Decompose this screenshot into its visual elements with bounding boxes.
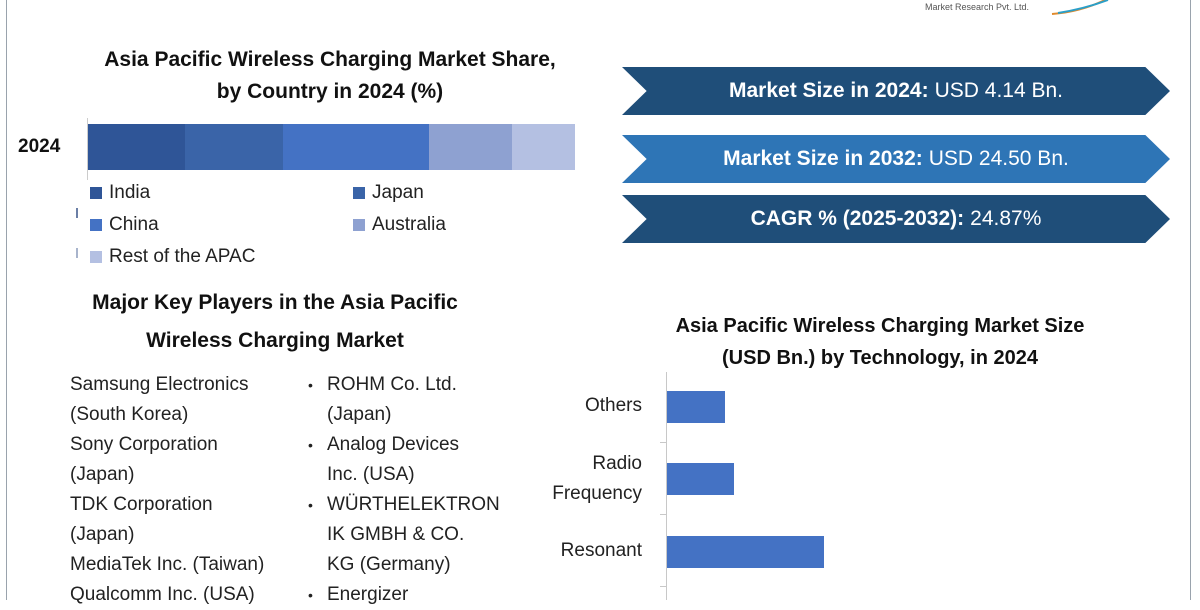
- legend-item-china: China: [90, 214, 159, 236]
- player-name: WÜRTHELEKTRON: [327, 494, 500, 515]
- legend-swatch-icon: [90, 187, 102, 199]
- legend-item-rest-apac: Rest of the APAC: [90, 246, 255, 268]
- banner-value: USD 4.14 Bn.: [934, 79, 1063, 102]
- axis-tick-mark: [660, 514, 666, 515]
- banner-label: CAGR % (2025-2032):: [750, 207, 965, 230]
- segment-rest-apac: [511, 124, 575, 170]
- player-item: Samsung Electronics: [70, 374, 249, 395]
- player-item: TDK Corporation: [70, 494, 213, 515]
- player-item: (Japan): [70, 464, 135, 485]
- segment-japan: [185, 124, 283, 170]
- tech-title-line1: Asia Pacific Wireless Charging Market Si…: [675, 315, 1085, 337]
- axis-tick-mark: [76, 208, 78, 218]
- banner-label: Market Size in 2032:: [723, 147, 923, 170]
- tech-chart-title: Asia Pacific Wireless Charging Market Si…: [600, 310, 1160, 374]
- player-item: Qualcomm Inc. (USA): [70, 584, 255, 605]
- player-item-cont: (Japan): [327, 404, 392, 425]
- players-list-col1: Samsung Electronics (South Korea) Sony C…: [70, 370, 300, 610]
- banner-value: USD 24.50 Bn.: [928, 147, 1069, 170]
- legend-swatch-icon: [90, 219, 102, 231]
- tech-title-line2: (USD Bn.) by Technology, in 2024: [722, 347, 1038, 369]
- player-item-cont: IK GMBH & CO.: [327, 524, 465, 545]
- segment-australia: [428, 124, 512, 170]
- players-title-line1: Major Key Players in the Asia Pacific: [92, 291, 458, 314]
- player-item-cont: Inc. (USA): [327, 464, 415, 485]
- tech-label-line: Radio: [592, 453, 642, 474]
- axis-tick-mark: [76, 248, 78, 258]
- players-title-line2: Wireless Charging Market: [146, 329, 404, 352]
- player-item: • Energizer: [308, 580, 528, 610]
- share-year-label: 2024: [18, 136, 61, 157]
- legend-label: Rest of the APAC: [109, 246, 256, 267]
- share-title-line1: Asia Pacific Wireless Charging Market Sh…: [104, 48, 556, 71]
- axis-tick-mark: [660, 442, 666, 443]
- legend-label: Australia: [372, 214, 446, 235]
- tech-label-line: Frequency: [552, 483, 642, 504]
- players-list-col2: • ROHM Co. Ltd. (Japan) • Analog Devices…: [308, 370, 528, 610]
- player-name: Energizer: [327, 584, 409, 605]
- player-item: • Analog Devices: [308, 430, 528, 460]
- legend-item-australia: Australia: [353, 214, 446, 236]
- legend-label: India: [109, 182, 151, 203]
- bullet-icon: •: [308, 437, 313, 453]
- players-title: Major Key Players in the Asia Pacific Wi…: [40, 284, 510, 360]
- player-item: • WÜRTHELEKTRON: [308, 490, 528, 520]
- share-chart-title: Asia Pacific Wireless Charging Market Sh…: [60, 44, 600, 108]
- player-item: • ROHM Co. Ltd.: [308, 370, 528, 400]
- legend-swatch-icon: [353, 219, 365, 231]
- tech-bar-resonant: [667, 536, 824, 568]
- banner-label: Market Size in 2024:: [729, 79, 929, 102]
- player-item: (South Korea): [70, 404, 189, 425]
- legend-item-japan: Japan: [353, 182, 424, 204]
- bullet-icon: •: [308, 587, 313, 603]
- tech-bar-others: [667, 391, 725, 423]
- player-item: (Japan): [70, 524, 135, 545]
- share-stacked-bar: [88, 124, 575, 170]
- legend-label: Japan: [372, 182, 424, 203]
- tech-label-radio-frequency: Radio Frequency: [520, 449, 642, 509]
- player-name: Analog Devices: [327, 434, 460, 455]
- frame-border-right: [1190, 0, 1191, 600]
- legend-swatch-icon: [90, 251, 102, 263]
- legend-item-india: India: [90, 182, 150, 204]
- logo-company-text: Market Research Pvt. Ltd.: [925, 2, 1030, 12]
- player-item: MediaTek Inc. (Taiwan): [70, 554, 265, 575]
- logo-swoosh-icon: [1051, 0, 1109, 15]
- segment-india: [88, 124, 186, 170]
- bullet-icon: •: [308, 497, 313, 513]
- tech-label-others: Others: [584, 395, 642, 416]
- player-item-cont: KG (Germany): [327, 554, 451, 575]
- legend-swatch-icon: [353, 187, 365, 199]
- share-axis-line: [87, 118, 88, 180]
- player-name: ROHM Co. Ltd.: [327, 374, 457, 395]
- tech-label-resonant: Resonant: [560, 540, 642, 561]
- banner-market-size-2032: Market Size in 2032: USD 24.50 Bn.: [622, 135, 1170, 183]
- frame-border-left: [6, 0, 7, 600]
- player-item: Sony Corporation: [70, 434, 218, 455]
- legend-label: China: [109, 214, 159, 235]
- share-title-line2: by Country in 2024 (%): [216, 80, 444, 103]
- banner-cagr: CAGR % (2025-2032): 24.87%: [622, 195, 1170, 243]
- tech-axis-line: [666, 372, 667, 600]
- banner-value: 24.87%: [970, 207, 1042, 230]
- segment-china: [282, 124, 429, 170]
- tech-bar-radio-frequency: [667, 463, 734, 495]
- axis-tick-mark: [660, 586, 666, 587]
- banner-market-size-2024: Market Size in 2024: USD 4.14 Bn.: [622, 67, 1170, 115]
- bullet-icon: •: [308, 377, 313, 393]
